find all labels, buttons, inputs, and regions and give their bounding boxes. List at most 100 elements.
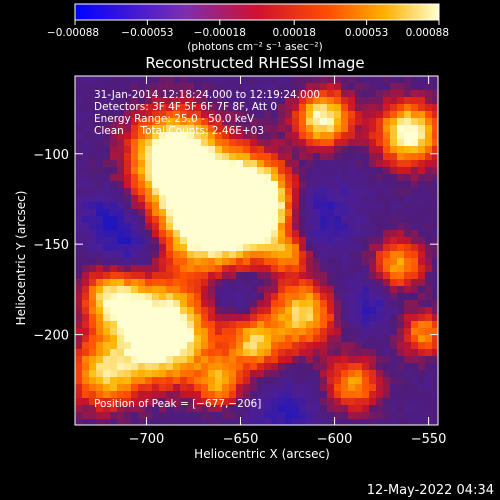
heatmap-cell <box>257 265 264 272</box>
heatmap-cell <box>89 76 96 83</box>
heatmap-cell <box>257 363 264 370</box>
heatmap-cell <box>145 132 152 139</box>
heatmap-cell <box>362 419 369 425</box>
heatmap-cell <box>313 272 320 279</box>
heatmap-cell <box>341 363 348 370</box>
heatmap-cell <box>103 230 110 237</box>
heatmap-cell <box>264 90 271 97</box>
heatmap-cell <box>131 139 138 146</box>
heatmap-cell <box>103 272 110 279</box>
heatmap-cell <box>159 230 166 237</box>
heatmap-cell <box>285 104 292 111</box>
heatmap-cell <box>180 307 187 314</box>
heatmap-cell <box>96 265 103 272</box>
heatmap-cell <box>75 209 82 216</box>
heatmap-cell <box>194 307 201 314</box>
heatmap-cell <box>313 251 320 258</box>
heatmap-cell <box>362 146 369 153</box>
heatmap-cell <box>152 279 159 286</box>
heatmap-cell <box>432 202 438 209</box>
heatmap-cell <box>173 167 180 174</box>
heatmap-cell <box>355 377 362 384</box>
heatmap-cell <box>292 174 299 181</box>
heatmap-cell <box>208 167 215 174</box>
heatmap-cell <box>159 237 166 244</box>
heatmap-cell <box>348 209 355 216</box>
heatmap-cell <box>369 244 376 251</box>
heatmap-cell <box>355 370 362 377</box>
heatmap-cell <box>222 90 229 97</box>
heatmap-cell <box>138 314 145 321</box>
heatmap-cell <box>250 111 257 118</box>
heatmap-cell <box>264 342 271 349</box>
heatmap-cell <box>285 118 292 125</box>
heatmap-cell <box>411 118 418 125</box>
heatmap-cell <box>299 356 306 363</box>
heatmap-cell <box>278 328 285 335</box>
heatmap-cell <box>75 132 82 139</box>
heatmap-cell <box>110 321 117 328</box>
heatmap-cell <box>299 307 306 314</box>
heatmap-cell <box>89 398 96 405</box>
heatmap-cell <box>271 412 278 419</box>
heatmap-cell <box>96 342 103 349</box>
heatmap-cell <box>376 293 383 300</box>
heatmap-cell <box>82 181 89 188</box>
heatmap-cell <box>159 251 166 258</box>
heatmap-cell <box>124 132 131 139</box>
heatmap-cell <box>327 272 334 279</box>
heatmap-cell <box>187 223 194 230</box>
heatmap-cell <box>285 251 292 258</box>
heatmap-cell <box>383 342 390 349</box>
heatmap-cell <box>201 265 208 272</box>
heatmap-cell <box>376 153 383 160</box>
heatmap-cell <box>96 412 103 419</box>
heatmap-cell <box>89 223 96 230</box>
heatmap-cell <box>341 230 348 237</box>
heatmap-cell <box>243 244 250 251</box>
heatmap-cell <box>187 125 194 132</box>
heatmap-cell <box>299 342 306 349</box>
heatmap-cell <box>187 160 194 167</box>
heatmap-cell <box>292 153 299 160</box>
heatmap-cell <box>229 272 236 279</box>
heatmap-cell <box>397 160 404 167</box>
heatmap-cell <box>103 300 110 307</box>
heatmap-cell <box>173 216 180 223</box>
heatmap-cell <box>327 181 334 188</box>
heatmap-cell <box>229 97 236 104</box>
heatmap-cell <box>383 230 390 237</box>
heatmap-cell <box>432 160 438 167</box>
heatmap-cell <box>117 293 124 300</box>
heatmap-cell <box>187 279 194 286</box>
heatmap-cell <box>75 328 82 335</box>
heatmap-cell <box>236 76 243 83</box>
heatmap-cell <box>180 104 187 111</box>
heatmap-cell <box>432 104 438 111</box>
heatmap-cell <box>124 258 131 265</box>
heatmap-cell <box>306 405 313 412</box>
heatmap-cell <box>313 160 320 167</box>
heatmap-cell <box>243 104 250 111</box>
heatmap-cell <box>89 258 96 265</box>
heatmap-cell <box>229 258 236 265</box>
heatmap-cell <box>194 258 201 265</box>
heatmap-cell <box>397 363 404 370</box>
heatmap-cell <box>243 216 250 223</box>
heatmap-cell <box>152 398 159 405</box>
heatmap-cell <box>187 293 194 300</box>
heatmap-cell <box>264 251 271 258</box>
heatmap-cell <box>355 356 362 363</box>
heatmap-cell <box>201 202 208 209</box>
heatmap-cell <box>229 90 236 97</box>
heatmap-cell <box>334 174 341 181</box>
heatmap-cell <box>313 335 320 342</box>
heatmap-cell <box>166 307 173 314</box>
heatmap-cell <box>418 300 425 307</box>
heatmap-cell <box>222 209 229 216</box>
heatmap-cell <box>82 237 89 244</box>
heatmap-cell <box>292 125 299 132</box>
heatmap-cell <box>145 412 152 419</box>
heatmap-cell <box>124 202 131 209</box>
heatmap-cell <box>278 118 285 125</box>
